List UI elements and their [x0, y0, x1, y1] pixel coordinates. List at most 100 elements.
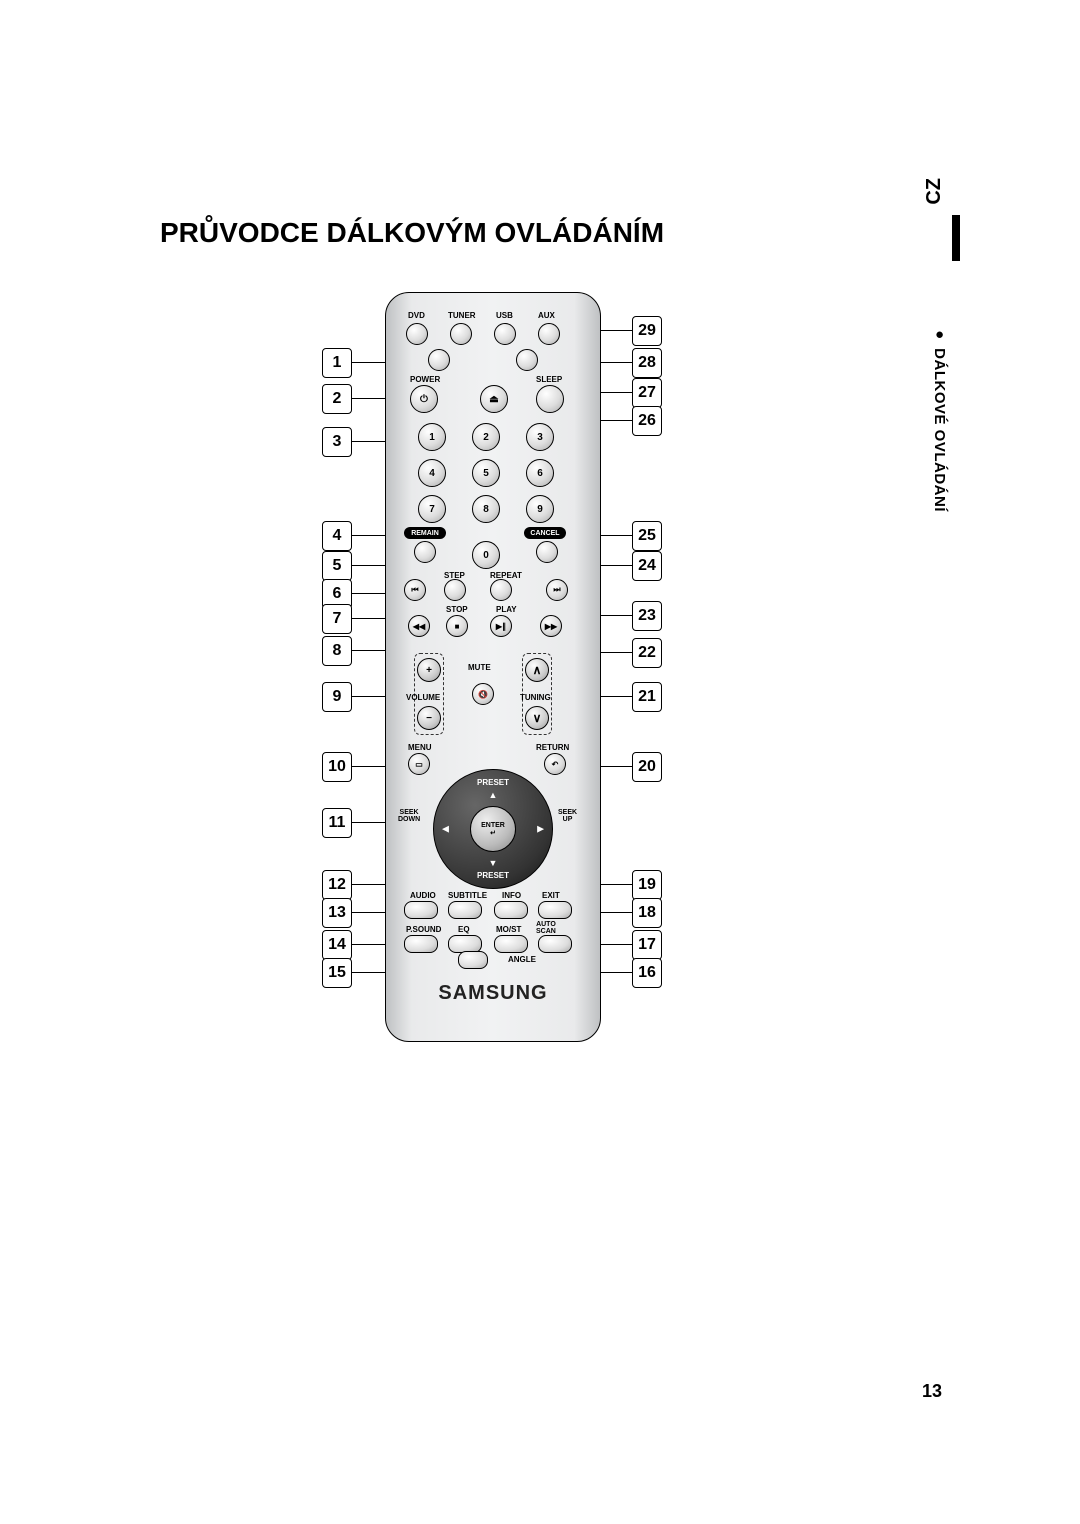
manual-page: CZ PRŮVODCE DÁLKOVÝM OVLÁDÁNÍM ● DÁLKOVÉ… [0, 0, 1080, 1524]
num-8-button[interactable]: 8 [472, 495, 500, 523]
label-eq: EQ [458, 925, 470, 934]
callout-23: 23 [632, 601, 662, 631]
num-0-button[interactable]: 0 [472, 541, 500, 569]
remain-button[interactable] [414, 541, 436, 563]
label-tuning: TUNING [520, 693, 551, 702]
leader-line [598, 362, 632, 363]
mute-button[interactable]: 🔇 [472, 683, 494, 705]
leader-line [598, 565, 632, 566]
aux-button-2[interactable] [516, 349, 538, 371]
leader-line [598, 696, 632, 697]
step-button[interactable] [444, 579, 466, 601]
eject-button[interactable]: ⏏ [480, 385, 508, 413]
language-tab: CZ [923, 178, 946, 205]
callout-15: 15 [322, 958, 352, 988]
label-psound: P.SOUND [406, 925, 441, 934]
info-button[interactable] [494, 901, 528, 919]
enter-button[interactable]: ENTER ↵ [470, 806, 516, 852]
nav-right-icon: ▶ [537, 824, 544, 835]
zoom-button[interactable] [458, 951, 488, 969]
ffw-button[interactable]: ▶▶ [540, 615, 562, 637]
tuner-button[interactable] [450, 323, 472, 345]
audio-button[interactable] [404, 901, 438, 919]
volume-down-button[interactable]: − [417, 706, 441, 730]
leader-line [352, 766, 386, 767]
stop-button[interactable]: ■ [446, 615, 468, 637]
label-preset-down: PRESET [477, 871, 509, 880]
aux-button[interactable] [538, 323, 560, 345]
sleep-button[interactable] [536, 385, 564, 413]
callout-26: 26 [632, 406, 662, 436]
label-tuner: TUNER [448, 311, 476, 320]
callout-9: 9 [322, 682, 352, 712]
leader-line [352, 972, 386, 973]
callout-25: 25 [632, 521, 662, 551]
callout-5: 5 [322, 551, 352, 581]
tab-marker [952, 215, 960, 261]
callout-7: 7 [322, 604, 352, 634]
cancel-label: CANCEL [524, 527, 566, 539]
label-info: INFO [502, 891, 521, 900]
section-side-label: ● DÁLKOVÉ OVLÁDÁNÍ [931, 326, 948, 512]
enter-icon: ↵ [490, 829, 496, 837]
leader-line [352, 618, 386, 619]
tuning-up-button[interactable]: ∧ [525, 658, 549, 682]
leader-line [598, 420, 632, 421]
leader-line [352, 884, 386, 885]
label-power: POWER [410, 375, 440, 384]
callout-4: 4 [322, 521, 352, 551]
num-4-button[interactable]: 4 [418, 459, 446, 487]
usb-button[interactable] [494, 323, 516, 345]
subtitle-button[interactable] [448, 901, 482, 919]
power-button[interactable]: ⏻ [410, 385, 438, 413]
return-button[interactable]: ↶ [544, 753, 566, 775]
label-volume: VOLUME [406, 693, 440, 702]
callout-12: 12 [322, 870, 352, 900]
leader-line [598, 944, 632, 945]
dvd-button-2[interactable] [428, 349, 450, 371]
callout-2: 2 [322, 384, 352, 414]
repeat-button[interactable] [490, 579, 512, 601]
num-3-button[interactable]: 3 [526, 423, 554, 451]
play-pause-button[interactable]: ▶∥ [490, 615, 512, 637]
num-1-button[interactable]: 1 [418, 423, 446, 451]
callout-8: 8 [322, 636, 352, 666]
autoscan-button[interactable] [538, 935, 572, 953]
remain-label: REMAIN [404, 527, 446, 539]
tuning-down-button[interactable]: ∨ [525, 706, 549, 730]
callout-27: 27 [632, 378, 662, 408]
prev-button[interactable]: ⏮ [404, 579, 426, 601]
cancel-button[interactable] [536, 541, 558, 563]
volume-up-button[interactable]: + [417, 658, 441, 682]
leader-line [352, 696, 386, 697]
num-7-button[interactable]: 7 [418, 495, 446, 523]
psound-button[interactable] [404, 935, 438, 953]
leader-line [352, 944, 386, 945]
dvd-button[interactable] [406, 323, 428, 345]
menu-button[interactable]: ▭ [408, 753, 430, 775]
leader-line [598, 912, 632, 913]
num-5-button[interactable]: 5 [472, 459, 500, 487]
leader-line [352, 535, 386, 536]
callout-14: 14 [322, 930, 352, 960]
num-2-button[interactable]: 2 [472, 423, 500, 451]
callout-17: 17 [632, 930, 662, 960]
num-9-button[interactable]: 9 [526, 495, 554, 523]
callout-10: 10 [322, 752, 352, 782]
label-dvd: DVD [408, 311, 425, 320]
label-menu: MENU [408, 743, 432, 752]
page-title: PRŮVODCE DÁLKOVÝM OVLÁDÁNÍM [160, 217, 664, 249]
nav-ring[interactable]: PRESET ▲ PRESET ▼ ◀ ▶ ENTER ↵ [433, 769, 553, 889]
label-play: PLAY [496, 605, 517, 614]
leader-line [598, 972, 632, 973]
num-6-button[interactable]: 6 [526, 459, 554, 487]
exit-button[interactable] [538, 901, 572, 919]
label-most: MO/ST [496, 925, 521, 934]
label-autoscan: AUTO SCAN [536, 921, 556, 935]
leader-line [598, 330, 632, 331]
rew-button[interactable]: ◀◀ [408, 615, 430, 637]
nav-up-icon: ▲ [489, 790, 498, 800]
nav-left-icon: ◀ [442, 824, 449, 835]
next-button[interactable]: ⏭ [546, 579, 568, 601]
most-button[interactable] [494, 935, 528, 953]
